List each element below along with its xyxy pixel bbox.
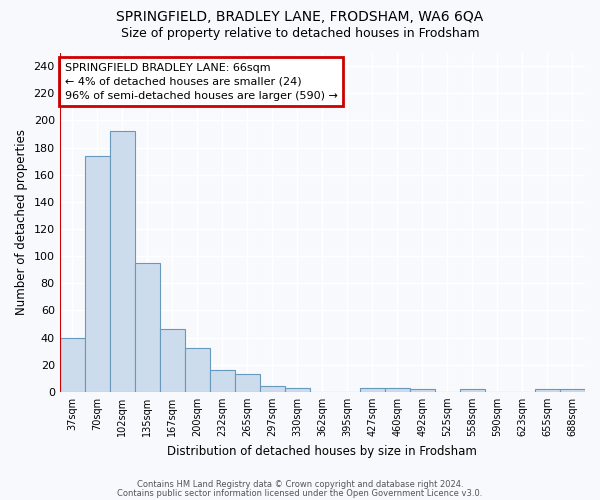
Y-axis label: Number of detached properties: Number of detached properties (15, 129, 28, 315)
Bar (535, 389, 560, 392)
Bar (160, 330, 185, 392)
Bar (360, 388, 385, 392)
Bar (85, 156, 110, 392)
Bar (235, 374, 260, 392)
Text: SPRINGFIELD, BRADLEY LANE, FRODSHAM, WA6 6QA: SPRINGFIELD, BRADLEY LANE, FRODSHAM, WA6… (116, 10, 484, 24)
Bar (560, 389, 585, 392)
Text: Size of property relative to detached houses in Frodsham: Size of property relative to detached ho… (121, 28, 479, 40)
Bar (135, 263, 160, 392)
Bar (285, 388, 310, 392)
Bar (110, 131, 135, 392)
Bar (185, 348, 210, 392)
Bar (260, 386, 285, 392)
Bar (59, 338, 85, 392)
X-axis label: Distribution of detached houses by size in Frodsham: Distribution of detached houses by size … (167, 444, 477, 458)
Text: SPRINGFIELD BRADLEY LANE: 66sqm
← 4% of detached houses are smaller (24)
96% of : SPRINGFIELD BRADLEY LANE: 66sqm ← 4% of … (65, 62, 338, 100)
Text: Contains public sector information licensed under the Open Government Licence v3: Contains public sector information licen… (118, 488, 482, 498)
Bar (410, 389, 435, 392)
Bar (210, 370, 235, 392)
Bar (460, 389, 485, 392)
Text: Contains HM Land Registry data © Crown copyright and database right 2024.: Contains HM Land Registry data © Crown c… (137, 480, 463, 489)
Bar (385, 388, 410, 392)
